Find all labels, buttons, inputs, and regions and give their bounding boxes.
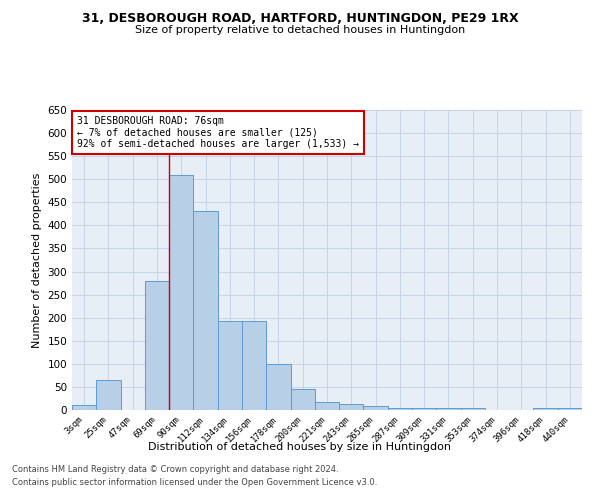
- Bar: [339, 404, 364, 410]
- Bar: [388, 408, 412, 410]
- Bar: [436, 408, 461, 410]
- Text: Contains HM Land Registry data © Crown copyright and database right 2024.: Contains HM Land Registry data © Crown c…: [12, 466, 338, 474]
- Bar: [533, 408, 558, 410]
- Bar: [96, 380, 121, 410]
- Bar: [558, 408, 582, 410]
- Text: 31, DESBOROUGH ROAD, HARTFORD, HUNTINGDON, PE29 1RX: 31, DESBOROUGH ROAD, HARTFORD, HUNTINGDO…: [82, 12, 518, 26]
- Text: Size of property relative to detached houses in Huntingdon: Size of property relative to detached ho…: [135, 25, 465, 35]
- Bar: [145, 281, 169, 410]
- Bar: [290, 389, 315, 410]
- Text: Contains public sector information licensed under the Open Government Licence v3: Contains public sector information licen…: [12, 478, 377, 487]
- Bar: [412, 408, 436, 410]
- Bar: [461, 408, 485, 410]
- Bar: [72, 406, 96, 410]
- Bar: [169, 174, 193, 410]
- Bar: [242, 322, 266, 410]
- Text: 31 DESBOROUGH ROAD: 76sqm
← 7% of detached houses are smaller (125)
92% of semi-: 31 DESBOROUGH ROAD: 76sqm ← 7% of detach…: [77, 116, 359, 149]
- Bar: [193, 210, 218, 410]
- Y-axis label: Number of detached properties: Number of detached properties: [32, 172, 42, 348]
- Bar: [315, 402, 339, 410]
- Bar: [364, 406, 388, 410]
- Bar: [266, 364, 290, 410]
- Bar: [218, 322, 242, 410]
- Text: Distribution of detached houses by size in Huntingdon: Distribution of detached houses by size …: [149, 442, 452, 452]
